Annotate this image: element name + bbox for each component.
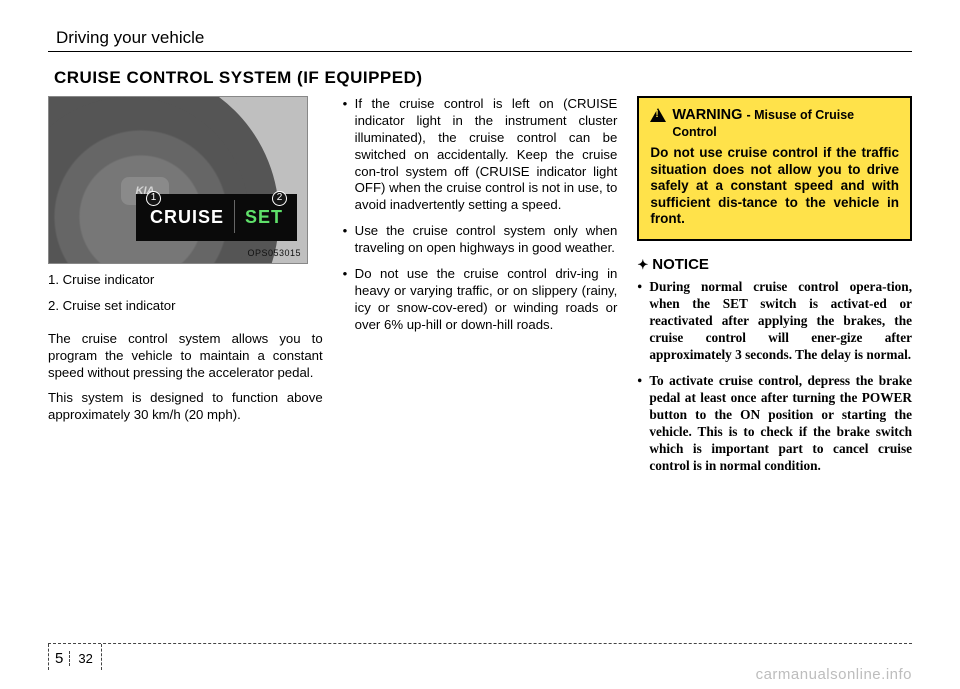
figure-cruise-panel: KIA 1 2 CRUISE SET OPS053015 xyxy=(48,96,308,264)
cruise-indicator: CRUISE xyxy=(142,198,232,235)
footer-chapter-number: 5 xyxy=(49,650,69,667)
column-3: WARNING - Misuse of Cruise Control Do no… xyxy=(637,96,912,483)
paragraph: This system is designed to function abov… xyxy=(48,390,323,424)
chapter-title: Driving your vehicle xyxy=(48,28,912,48)
warning-triangle-icon xyxy=(650,108,666,122)
panel-divider xyxy=(234,200,235,233)
footer-inner: 5 32 xyxy=(48,644,102,670)
manual-page: Driving your vehicle CRUISE CONTROL SYST… xyxy=(0,0,960,689)
figure-code: OPS053015 xyxy=(247,248,301,260)
dashboard-inset: 1 2 CRUISE SET xyxy=(136,194,297,241)
set-indicator: SET xyxy=(237,198,291,235)
paragraph: The cruise control system allows you to … xyxy=(48,331,323,382)
bullet-list: If the cruise control is left on (CRUISE… xyxy=(343,96,618,334)
list-item: Do not use the cruise control driv-ing i… xyxy=(343,266,618,334)
warning-heading: WARNING - Misuse of Cruise Control xyxy=(650,107,899,140)
list-item: To activate cruise control, depress the … xyxy=(637,372,912,474)
warning-body: Do not use cruise control if the traffic… xyxy=(650,145,899,227)
divider xyxy=(48,51,912,52)
notice-list: During normal cruise control opera-tion,… xyxy=(637,278,912,474)
warning-label: WARNING xyxy=(672,107,742,123)
list-item: During normal cruise control opera-tion,… xyxy=(637,278,912,363)
diamond-icon: ✦ xyxy=(637,257,648,272)
column-2: If the cruise control is left on (CRUISE… xyxy=(343,96,618,483)
list-item: If the cruise control is left on (CRUISE… xyxy=(343,96,618,214)
figure-caption-2: 2. Cruise set indicator xyxy=(48,298,323,315)
notice-label: NOTICE xyxy=(652,256,709,273)
notice-heading: ✦ NOTICE xyxy=(637,255,912,274)
section-title: CRUISE CONTROL SYSTEM (IF EQUIPPED) xyxy=(54,68,912,88)
figure-caption-1: 1. Cruise indicator xyxy=(48,272,323,289)
column-1: KIA 1 2 CRUISE SET OPS053015 1. Cruise i… xyxy=(48,96,323,483)
warning-box: WARNING - Misuse of Cruise Control Do no… xyxy=(637,96,912,241)
list-item: Use the cruise control system only when … xyxy=(343,223,618,257)
footer-page-number: 32 xyxy=(69,651,100,666)
content-columns: KIA 1 2 CRUISE SET OPS053015 1. Cruise i… xyxy=(48,96,912,483)
watermark: carmanualsonline.info xyxy=(756,666,912,683)
